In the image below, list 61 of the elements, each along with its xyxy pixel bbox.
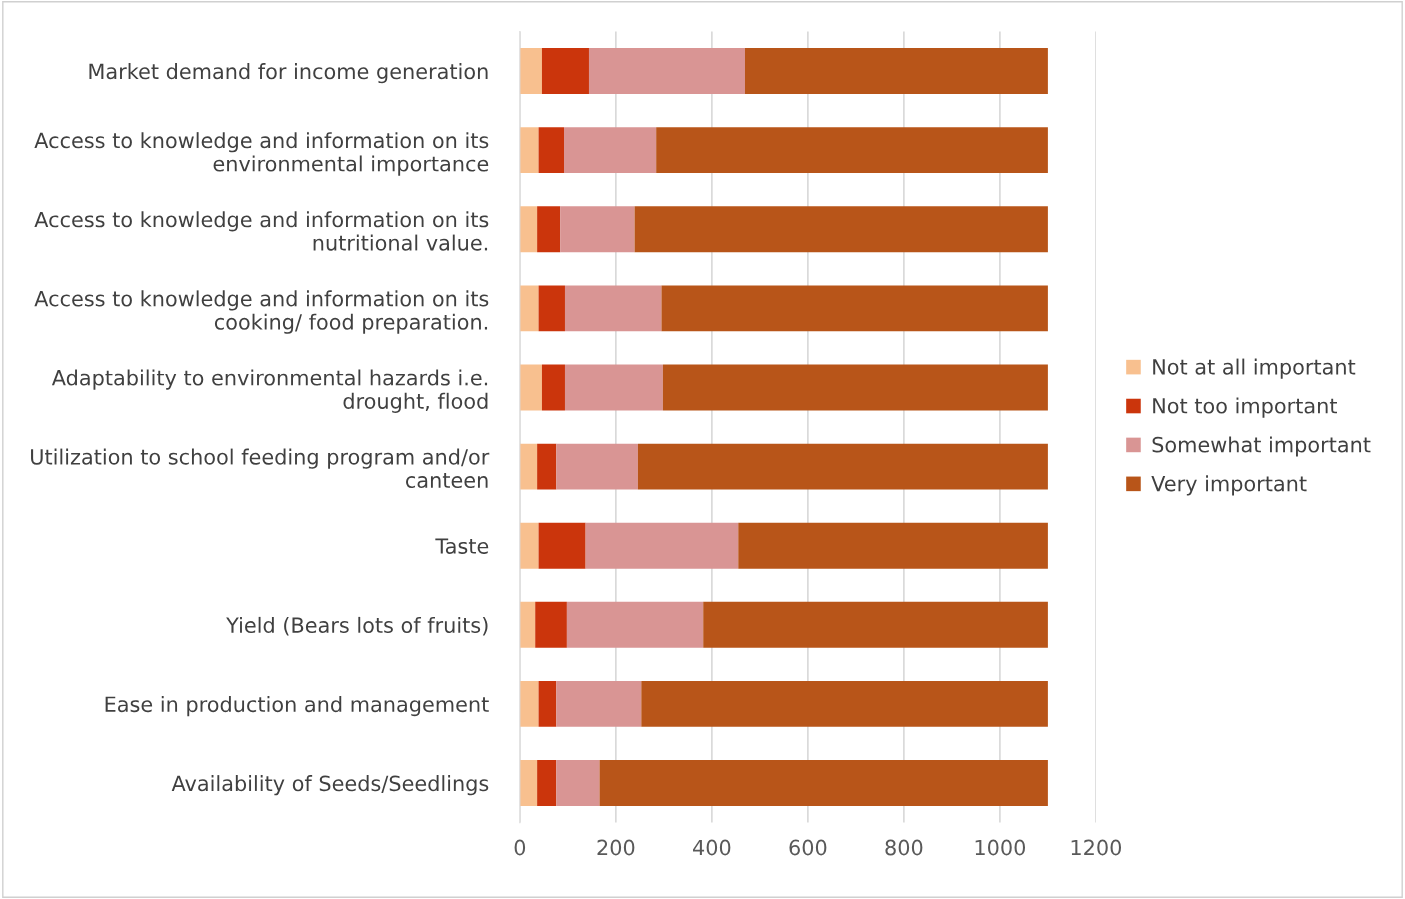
y-tick-label: Availability of Seeds/Seedlings (171, 775, 489, 796)
legend-label: Not at all important (1153, 358, 1356, 379)
bar (519, 364, 542, 411)
bar (566, 601, 704, 648)
bar (519, 760, 538, 806)
y-tick-label: Access to knowledge and information on its cooking/ food preparation. (34, 290, 489, 334)
y-tick-label: Access to knowledge and information on its nutritional value. (34, 211, 489, 251)
y-tick-label: Access to knowledge and information on its environmental importance (34, 132, 489, 176)
bar (538, 285, 565, 332)
bar (537, 206, 561, 253)
y-tick-label: Utilization to school feeding program and/or canteen (31, 448, 490, 489)
bar (560, 206, 635, 253)
bar (637, 443, 1048, 490)
y-tick-label: Market demand for income generation (89, 63, 488, 84)
bar (564, 364, 663, 411)
bar (564, 127, 657, 174)
bar (538, 127, 565, 174)
bar (599, 760, 1048, 806)
y-tick-label: Adaptability to environmental hazards i.e. drought, flood (51, 369, 488, 413)
bar (556, 443, 638, 490)
x-tick-label: 1000 (975, 839, 1026, 856)
bar (519, 601, 536, 648)
bar (538, 522, 586, 569)
bar (703, 601, 1048, 648)
bar (662, 364, 1048, 411)
bar (519, 522, 539, 569)
bar (661, 285, 1048, 332)
bar (541, 48, 589, 94)
x-tick-label: 0 (514, 839, 526, 856)
bar (519, 443, 538, 490)
y-tick-label: Ease in production and management (105, 696, 489, 717)
bar (656, 127, 1048, 174)
x-tick-label: 1200 (1071, 839, 1122, 856)
bar (519, 48, 542, 94)
bar (564, 285, 662, 332)
bar (541, 364, 565, 411)
bar (519, 127, 539, 174)
bar (744, 48, 1048, 94)
bar (641, 680, 1048, 727)
bar (537, 760, 557, 806)
bar (738, 522, 1048, 569)
y-tick-label: Yield (Bears lots of fruits) (226, 616, 488, 636)
bar (556, 760, 600, 806)
x-tick-label: 400 (693, 839, 731, 856)
legend-label: Not too important (1153, 397, 1337, 418)
bar (634, 206, 1048, 253)
bar (519, 285, 539, 332)
x-tick-label: 800 (885, 839, 923, 856)
bar (537, 443, 557, 490)
bar (538, 680, 557, 727)
bar (556, 680, 642, 727)
bar (519, 680, 539, 727)
bar (588, 48, 745, 94)
legend-label: Somewhat important (1152, 436, 1371, 457)
bar (519, 206, 538, 253)
x-tick-label: 200 (597, 839, 635, 856)
legend-label: Very important (1151, 475, 1307, 496)
bar (535, 601, 567, 648)
bar (585, 522, 739, 569)
y-tick-label: Taste (435, 538, 489, 554)
x-tick-label: 600 (789, 839, 827, 856)
